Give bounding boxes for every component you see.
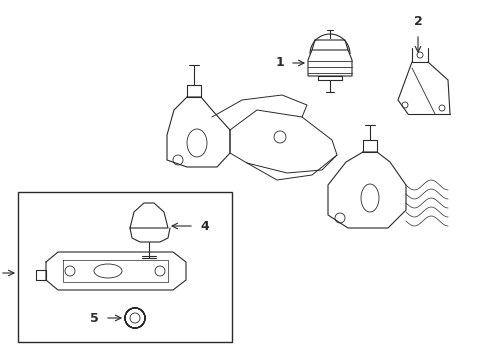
Text: 5: 5 xyxy=(90,311,99,324)
Text: 1: 1 xyxy=(275,57,284,69)
Bar xyxy=(18,192,231,342)
Text: 4: 4 xyxy=(200,220,208,233)
Text: 2: 2 xyxy=(413,15,422,28)
